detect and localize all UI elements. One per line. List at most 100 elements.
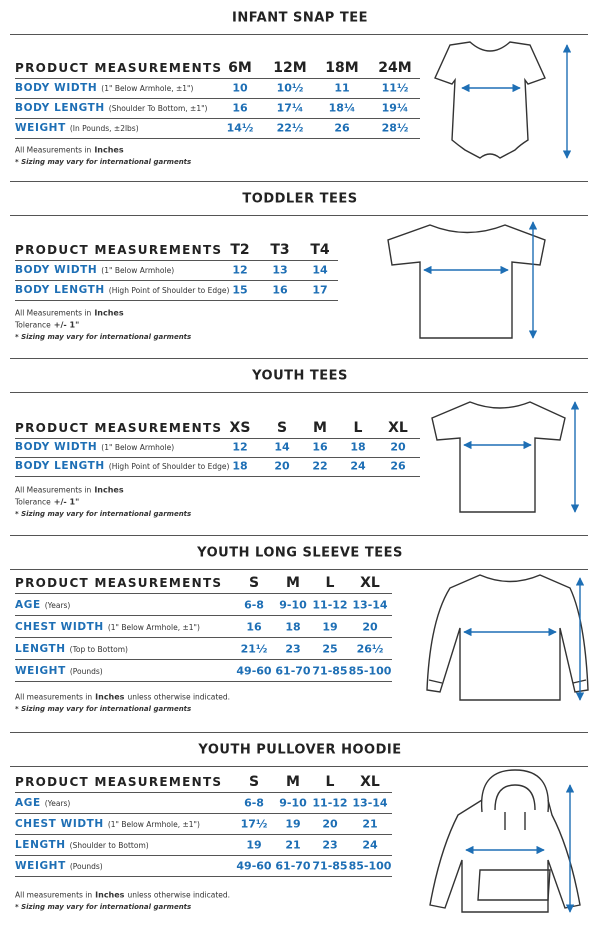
divider <box>10 181 588 182</box>
row-name: BODY LENGTH <box>15 460 105 472</box>
note: Tolerance +/- 1" <box>15 321 82 330</box>
row-line <box>15 593 392 594</box>
row-line <box>15 681 392 682</box>
row-line <box>15 457 420 458</box>
divider <box>10 535 588 536</box>
note: All Measurements in Inches <box>15 486 127 495</box>
row-name: BODY WIDTH <box>15 441 98 453</box>
row-note: (Years) <box>44 799 71 808</box>
cell: 20 <box>390 440 406 454</box>
cell: 11 <box>334 81 350 95</box>
cell: 24 <box>362 838 378 852</box>
cell: 23 <box>285 642 301 656</box>
size-header: 12M <box>273 60 307 76</box>
row-label: BODY LENGTH (High Point of Shoulder to Ed… <box>15 460 229 472</box>
cell: 10 <box>232 81 248 95</box>
divider <box>10 766 588 767</box>
cell: 26 <box>390 459 406 473</box>
row-name: WEIGHT <box>15 665 66 677</box>
header-label: PRODUCT MEASUREMENTS <box>15 576 223 590</box>
note: All measurements in Inches unless otherwis… <box>15 891 230 900</box>
row-name: LENGTH <box>15 839 66 851</box>
note-text: All measurements in <box>15 890 93 900</box>
row-label: AGE (Years) <box>15 599 70 611</box>
cell: 61-70 <box>275 664 311 678</box>
cell: 15 <box>232 283 248 297</box>
size-header: XS <box>229 420 251 436</box>
section-title: INFANT SNAP TEE <box>232 10 368 26</box>
size-header: S <box>276 420 288 436</box>
size-header: T4 <box>310 242 330 258</box>
disclaimer: * Sizing may vary for international garm… <box>15 903 192 911</box>
note: Tolerance +/- 1" <box>15 498 82 507</box>
row-name: BODY WIDTH <box>15 82 98 94</box>
cell: 26½ <box>356 642 384 656</box>
disclaimer: * Sizing may vary for international garm… <box>15 705 192 713</box>
row-line <box>15 260 338 261</box>
note-text: All Measurements in <box>15 145 92 155</box>
note-text: All Measurements in <box>15 485 92 495</box>
cell: 28½ <box>381 121 409 135</box>
cell: 18 <box>350 440 366 454</box>
row-line <box>15 118 420 119</box>
cell: 11-12 <box>312 796 348 810</box>
size-header: 6M <box>228 60 252 76</box>
row-note: (In Pounds, ±2lbs) <box>69 124 139 133</box>
cell: 13-14 <box>352 598 388 612</box>
row-label: LENGTH (Shoulder to Bottom) <box>15 839 149 851</box>
note-bold: Inches <box>94 145 124 155</box>
row-label: WEIGHT (In Pounds, ±2lbs) <box>15 122 139 134</box>
cell: 16 <box>232 101 248 115</box>
row-note: (Top to Bottom) <box>69 645 128 654</box>
cell: 26 <box>334 121 350 135</box>
cell: 49-60 <box>236 664 272 678</box>
cell: 19 <box>285 817 301 831</box>
row-note: (1" Below Armhole, ±1") <box>107 623 200 632</box>
note-bold: +/- 1" <box>53 320 80 330</box>
section-title: YOUTH LONG SLEEVE TEES <box>197 545 403 561</box>
row-line <box>15 637 392 638</box>
youth-tee <box>431 401 580 513</box>
cell: 71-85 <box>312 664 348 678</box>
toddler-tee <box>387 221 546 339</box>
cell: 18 <box>232 459 248 473</box>
divider <box>10 569 588 570</box>
row-line <box>15 138 420 139</box>
section-title: YOUTH PULLOVER HOODIE <box>198 742 402 758</box>
row-label: WEIGHT (Pounds) <box>15 665 103 677</box>
row-name: CHEST WIDTH <box>15 818 104 830</box>
row-label: BODY WIDTH (1" Below Armhole, ±1") <box>15 82 193 94</box>
note-text: All Measurements in <box>15 308 92 318</box>
row-line <box>15 659 392 660</box>
row-line <box>15 78 420 79</box>
cell: 20 <box>322 817 338 831</box>
hoodie <box>429 769 581 913</box>
note-bold: +/- 1" <box>53 497 80 507</box>
size-header: XL <box>388 420 408 436</box>
note: All Measurements in Inches <box>15 309 127 318</box>
cell: 17 <box>312 283 328 297</box>
cell: 16 <box>246 620 262 634</box>
cell: 16 <box>272 283 288 297</box>
size-header: 24M <box>378 60 412 76</box>
row-note: (1" Below Armhole) <box>101 266 175 275</box>
note-bold: Inches <box>95 890 125 900</box>
row-line <box>15 792 392 793</box>
row-line <box>15 280 338 281</box>
row-note: (1" Below Armhole, ±1") <box>101 84 194 93</box>
size-header: XL <box>360 774 380 790</box>
row-line <box>15 98 420 99</box>
row-label: BODY LENGTH (High Point of Shoulder to Ed… <box>15 284 229 296</box>
cell: 12 <box>232 440 248 454</box>
size-header: M <box>286 575 300 591</box>
row-label: CHEST WIDTH (1" Below Armhole, ±1") <box>15 621 200 633</box>
cell: 11-12 <box>312 598 348 612</box>
section-title: TODDLER TEES <box>242 191 358 207</box>
section-title: YOUTH TEES <box>252 368 348 384</box>
row-label: BODY WIDTH (1" Below Armhole) <box>15 264 174 276</box>
row-line <box>15 300 338 301</box>
header-label: PRODUCT MEASUREMENTS <box>15 243 223 257</box>
note-text: All measurements in <box>15 692 93 702</box>
row-label: WEIGHT (Pounds) <box>15 860 103 872</box>
